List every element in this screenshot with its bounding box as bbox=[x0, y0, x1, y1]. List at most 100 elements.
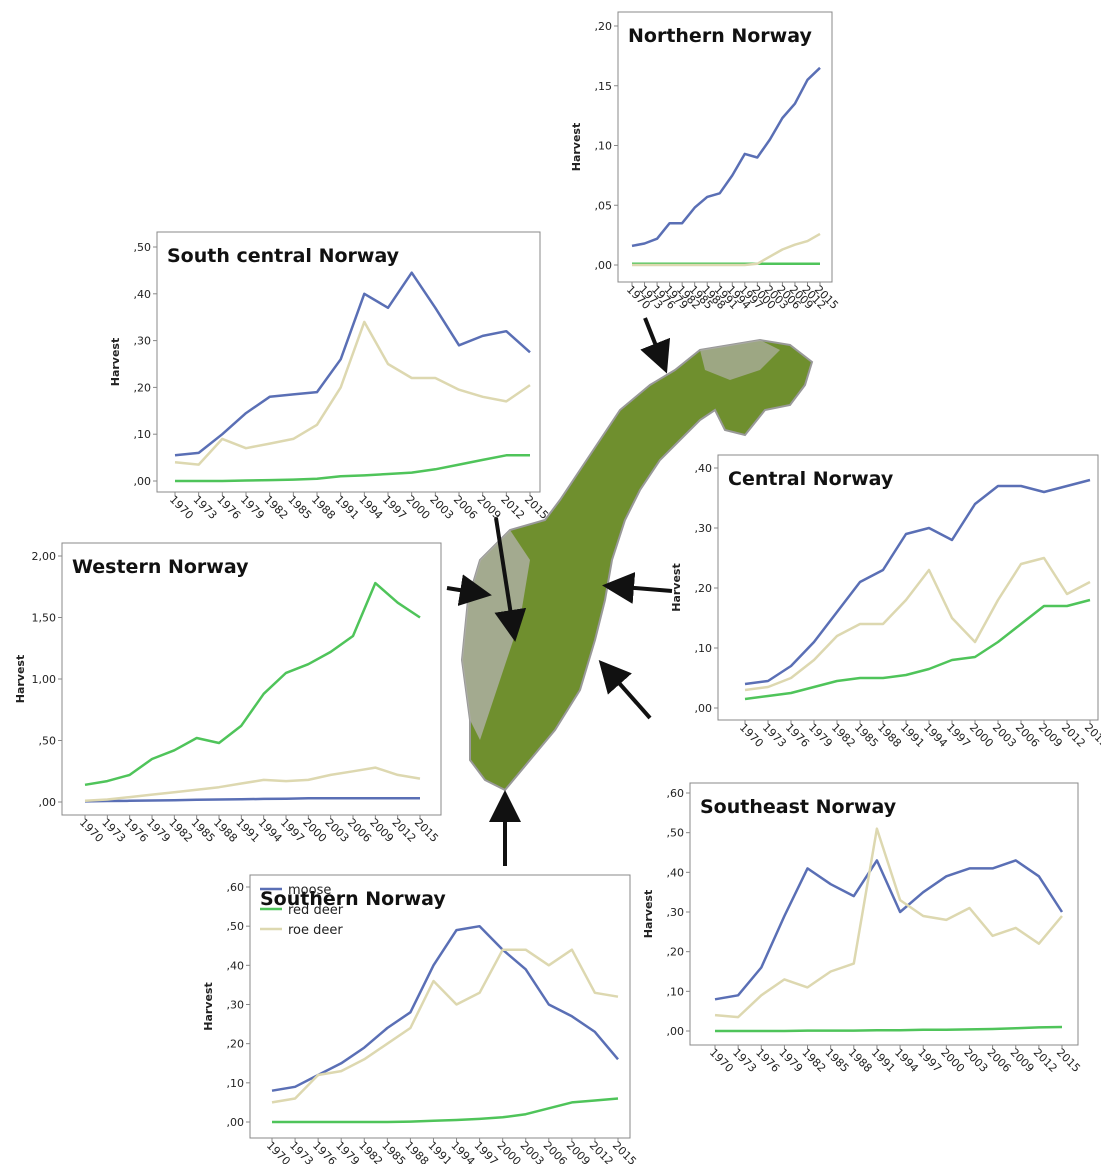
chart-title: Western Norway bbox=[72, 556, 249, 578]
x-tick-label: 2000 bbox=[300, 816, 329, 845]
x-tick-label: 2006 bbox=[1013, 721, 1042, 750]
y-tick-label: ,00 bbox=[595, 259, 613, 272]
x-tick-label: 1976 bbox=[214, 493, 243, 522]
x-tick-label: 1994 bbox=[256, 816, 285, 845]
x-tick-label: 1994 bbox=[921, 721, 950, 750]
y-axis-label: Harvest bbox=[642, 890, 655, 939]
x-tick-label: 2003 bbox=[323, 816, 352, 845]
y-tick-label: ,40 bbox=[695, 462, 713, 475]
y-tick-label: ,15 bbox=[595, 80, 613, 93]
x-tick-label: 1988 bbox=[309, 493, 338, 522]
y-tick-label: ,30 bbox=[667, 906, 685, 919]
y-tick-label: ,40 bbox=[134, 288, 152, 301]
x-tick-label: 1979 bbox=[144, 816, 173, 845]
x-tick-label: 2003 bbox=[990, 721, 1019, 750]
plot-frame bbox=[62, 543, 441, 815]
y-tick-label: ,20 bbox=[667, 946, 685, 959]
x-tick-label: 1991 bbox=[898, 721, 927, 750]
y-tick-label: ,50 bbox=[667, 827, 685, 840]
x-tick-label: 2015 bbox=[412, 816, 441, 845]
plot-frame bbox=[690, 783, 1078, 1045]
x-tick-label: 2000 bbox=[938, 1046, 967, 1075]
y-tick-label: ,00 bbox=[667, 1025, 685, 1038]
x-tick-label: 1997 bbox=[915, 1046, 944, 1075]
x-tick-label: 1979 bbox=[776, 1046, 805, 1075]
y-tick-label: ,10 bbox=[667, 985, 685, 998]
y-tick-label: ,10 bbox=[595, 140, 613, 153]
x-tick-label: 1976 bbox=[122, 816, 151, 845]
x-tick-label: 1991 bbox=[333, 493, 362, 522]
x-tick-label: 1973 bbox=[730, 1046, 759, 1075]
chart-title: Central Norway bbox=[728, 468, 894, 490]
x-tick-label: 1988 bbox=[211, 816, 240, 845]
x-tick-label: 1976 bbox=[753, 1046, 782, 1075]
legend-label: roe deer bbox=[288, 923, 343, 938]
x-tick-label: 2012 bbox=[498, 493, 527, 522]
chart-title: Northern Norway bbox=[628, 25, 812, 47]
y-tick-label: ,50 bbox=[227, 920, 245, 933]
x-tick-label: 1985 bbox=[852, 721, 881, 750]
y-tick-label: ,00 bbox=[39, 796, 57, 809]
y-tick-label: ,00 bbox=[227, 1116, 245, 1129]
x-tick-label: 1988 bbox=[846, 1046, 875, 1075]
x-tick-label: 1994 bbox=[892, 1046, 921, 1075]
chart-title: South central Norway bbox=[167, 245, 400, 267]
x-tick-label: 1979 bbox=[806, 721, 835, 750]
x-tick-label: 1976 bbox=[783, 721, 812, 750]
x-tick-label: 1985 bbox=[823, 1046, 852, 1075]
y-tick-label: ,20 bbox=[595, 20, 613, 33]
x-tick-label: 1997 bbox=[380, 493, 409, 522]
x-tick-label: 1970 bbox=[707, 1046, 736, 1075]
x-tick-label: 1973 bbox=[760, 721, 789, 750]
chart-panel: Central NorwayHarvest,00,10,20,30,401970… bbox=[670, 455, 1101, 750]
x-tick-label: 1985 bbox=[189, 816, 218, 845]
y-tick-label: ,50 bbox=[134, 241, 152, 254]
x-tick-label: 1991 bbox=[869, 1046, 898, 1075]
y-tick-label: ,60 bbox=[667, 787, 685, 800]
x-tick-label: 2009 bbox=[367, 816, 396, 845]
y-tick-label: ,40 bbox=[667, 866, 685, 879]
x-tick-label: 1982 bbox=[166, 816, 195, 845]
x-tick-label: 1970 bbox=[737, 721, 766, 750]
chart-panel: Western NorwayHarvest,00,501,001,502,001… bbox=[14, 543, 441, 845]
x-tick-label: 1970 bbox=[77, 816, 106, 845]
x-tick-label: 1994 bbox=[356, 493, 385, 522]
y-tick-label: ,00 bbox=[695, 702, 713, 715]
arrow bbox=[610, 586, 672, 591]
chart-panel: Southeast Norway Harvest ,00 ,10 ,20 ,30 ,40 ,5… bbox=[642, 783, 1083, 1075]
x-tick-label: 2015 bbox=[1082, 721, 1101, 750]
x-tick-label: 1970 bbox=[167, 493, 196, 522]
x-tick-label: 2003 bbox=[961, 1046, 990, 1075]
x-tick-label: 1991 bbox=[233, 816, 262, 845]
y-axis-label: Harvest bbox=[670, 563, 683, 612]
arrow bbox=[604, 666, 650, 718]
x-tick-label: 2012 bbox=[390, 816, 419, 845]
x-tick-label: 2015 bbox=[1054, 1046, 1083, 1075]
chart-panel: South central NorwayHarvest,00,10,20,30,… bbox=[109, 232, 551, 522]
legend-label: red deer bbox=[288, 903, 344, 918]
y-tick-label: ,05 bbox=[595, 199, 613, 212]
y-tick-label: ,20 bbox=[227, 1038, 245, 1051]
y-tick-label: ,50 bbox=[39, 735, 57, 748]
y-axis-label: Harvest bbox=[202, 982, 215, 1031]
y-tick-label: ,30 bbox=[227, 999, 245, 1012]
plot-frame bbox=[718, 455, 1098, 720]
x-tick-label: 1997 bbox=[278, 816, 307, 845]
x-tick-label: 2009 bbox=[1036, 721, 1065, 750]
x-tick-label: 2000 bbox=[967, 721, 996, 750]
x-tick-label: 1982 bbox=[799, 1046, 828, 1075]
x-tick-label: 2006 bbox=[984, 1046, 1013, 1075]
y-tick-label: ,10 bbox=[227, 1077, 245, 1090]
y-tick-label: ,30 bbox=[134, 335, 152, 348]
chart-title: Southeast Norway bbox=[700, 796, 897, 818]
figure: Northern Norway Harvest ,00 ,05 ,10 ,15 ,20 197… bbox=[0, 0, 1101, 1164]
y-tick-label: 1,50 bbox=[32, 612, 57, 625]
x-tick-label: 1970 bbox=[264, 1139, 293, 1164]
y-tick-label: ,00 bbox=[134, 475, 152, 488]
x-tick-label: 2012 bbox=[1059, 721, 1088, 750]
x-tick-label: 2006 bbox=[345, 816, 374, 845]
chart-panel: Northern NorwayHarvest,00,05,10,15,20197… bbox=[570, 12, 841, 312]
x-tick-label: 2000 bbox=[404, 493, 433, 522]
x-tick-label: 2009 bbox=[1008, 1046, 1037, 1075]
chart-panel: Southern NorwayHarvest,00,10,20,30,40,50… bbox=[202, 875, 639, 1164]
